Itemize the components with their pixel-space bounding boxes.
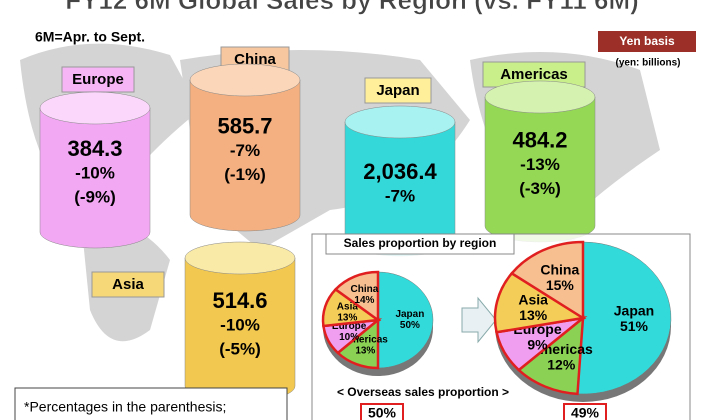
pie-slice <box>333 270 380 323</box>
slice-name: China <box>540 262 579 278</box>
region-change: -7% <box>385 186 415 205</box>
region-label-box <box>364 77 432 104</box>
region-change-local: (-5%) <box>219 339 261 358</box>
region-sales: 2,036.4 <box>363 159 437 184</box>
region-change: -10% <box>75 163 115 182</box>
region-label-box <box>91 271 165 298</box>
slice-value: 9% <box>527 336 548 352</box>
overseas-value: 49% <box>571 405 600 420</box>
slice-value: 13% <box>355 346 375 357</box>
pie-slice <box>577 241 672 395</box>
region-change: -10% <box>220 315 260 334</box>
slice-name: Asia <box>337 301 359 312</box>
slice-name: Japan <box>395 309 424 320</box>
slice-value: 14% <box>354 295 374 306</box>
region-name: Americas <box>500 66 568 83</box>
slice-name: Europe <box>332 321 367 332</box>
region-change-local: (-9%) <box>74 187 116 206</box>
cylinder-top <box>39 91 151 125</box>
basis: Yen basis <box>619 34 675 48</box>
slice-value: 13% <box>337 312 357 323</box>
footnote: *Percentages in the parenthesis; <box>24 399 226 415</box>
overseas-box <box>360 403 404 420</box>
region-name: Europe <box>72 71 124 88</box>
region-name: Japan <box>376 82 419 99</box>
cylinder-top <box>184 241 296 275</box>
region-change-local: (-1%) <box>224 165 266 184</box>
arrow <box>461 296 497 344</box>
slice-name: China <box>351 284 379 295</box>
basis-box <box>598 31 696 52</box>
cylinder-body <box>39 107 151 249</box>
overseas-value: 50% <box>368 405 397 420</box>
overseas-label: < Overseas sales proportion > <box>337 385 509 399</box>
slice-name: Asia <box>518 291 548 307</box>
slice-value: 10% <box>339 332 359 343</box>
footnote-box <box>14 387 288 420</box>
region-sales: 514.6 <box>212 288 267 313</box>
proportion-title: Sales proportion by region <box>344 236 497 250</box>
title: FY12 6M Global Sales by Region (vs. FY11… <box>65 0 639 15</box>
region-change: -13% <box>520 155 560 174</box>
slice-value: 13% <box>519 307 548 323</box>
region-sales: 484.2 <box>512 127 567 152</box>
overseas-box <box>563 403 607 420</box>
cylinder-top <box>484 80 596 114</box>
region-change: -7% <box>230 141 260 160</box>
cylinder-top <box>189 63 301 97</box>
slice-name: Japan <box>614 302 654 318</box>
region-name: China <box>234 51 276 68</box>
slice-value: 50% <box>400 320 420 331</box>
pie-slice <box>493 271 587 334</box>
cylinder-body <box>189 79 301 232</box>
slice-value: 15% <box>546 277 575 293</box>
cylinder-top <box>344 105 456 139</box>
slice-value: 51% <box>620 318 649 334</box>
pie-slice <box>509 240 585 321</box>
pie-slice <box>377 271 434 369</box>
region-change-local: (-3%) <box>519 179 561 198</box>
slice-name: Americas <box>343 335 388 346</box>
period-note: 6M=Apr. to Sept. <box>35 29 145 45</box>
region-sales: 585.7 <box>217 113 272 138</box>
region-name: Asia <box>112 276 144 293</box>
slice-value: 12% <box>547 356 576 372</box>
unit: (yen: billions) <box>616 58 681 69</box>
proportion-title-box <box>325 233 515 255</box>
region-sales: 384.3 <box>67 136 122 161</box>
